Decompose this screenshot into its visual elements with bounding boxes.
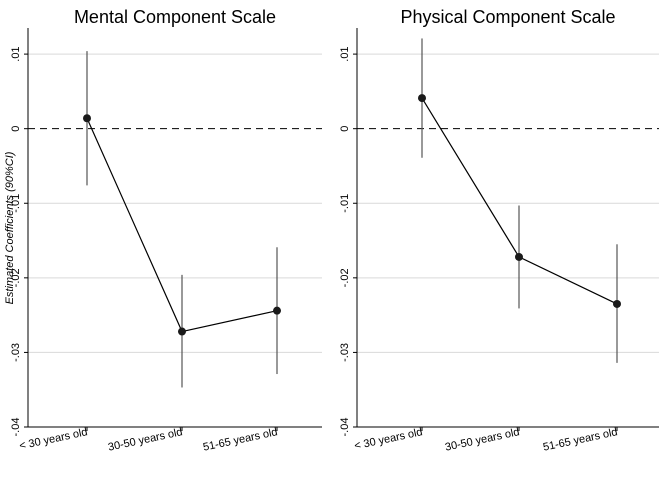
panel-1-xtick-label: < 30 years old <box>18 426 88 452</box>
panel-2-ytick-label: .01 <box>339 46 351 61</box>
panel-1-point <box>273 306 281 315</box>
panel-1-ytick-label: -.03 <box>10 343 22 362</box>
panel-2-title: Physical Component Scale <box>400 7 615 27</box>
panel-2-ytick-label: -.02 <box>339 268 351 287</box>
panel-1-ytick-label: .01 <box>10 46 22 61</box>
panel-2-ytick-label: -.04 <box>339 418 351 437</box>
panel-2-xtick-label: 51-65 years old <box>542 426 619 454</box>
panel-1-ytick-label: -.04 <box>10 418 22 437</box>
panel-2-xtick-label: 30-50 years old <box>444 426 521 454</box>
panel-1-point <box>178 327 186 336</box>
panel-1-xtick-label: 51-65 years old <box>202 426 279 454</box>
panel-2-ytick-label: 0 <box>339 126 351 132</box>
panel-2-xtick-label: < 30 years old <box>353 426 423 452</box>
panel-2-point <box>515 252 523 261</box>
panel-2-point <box>418 94 426 103</box>
panel-1-ytick-label: 0 <box>10 126 22 132</box>
panel-2-point <box>613 299 621 308</box>
panel-1-title: Mental Component Scale <box>74 7 276 27</box>
panel-1-xtick-label: 30-50 years old <box>107 426 184 454</box>
panel-1-point <box>83 114 91 123</box>
panel-1-ytick-label: -.02 <box>10 268 22 287</box>
panel-1-ytick-label: -.01 <box>10 194 22 213</box>
y-axis-label: Estimated Coefficients (90%CI) <box>4 151 16 304</box>
panel-2-ytick-label: -.01 <box>339 194 351 213</box>
panel-2-ytick-label: -.03 <box>339 343 351 362</box>
